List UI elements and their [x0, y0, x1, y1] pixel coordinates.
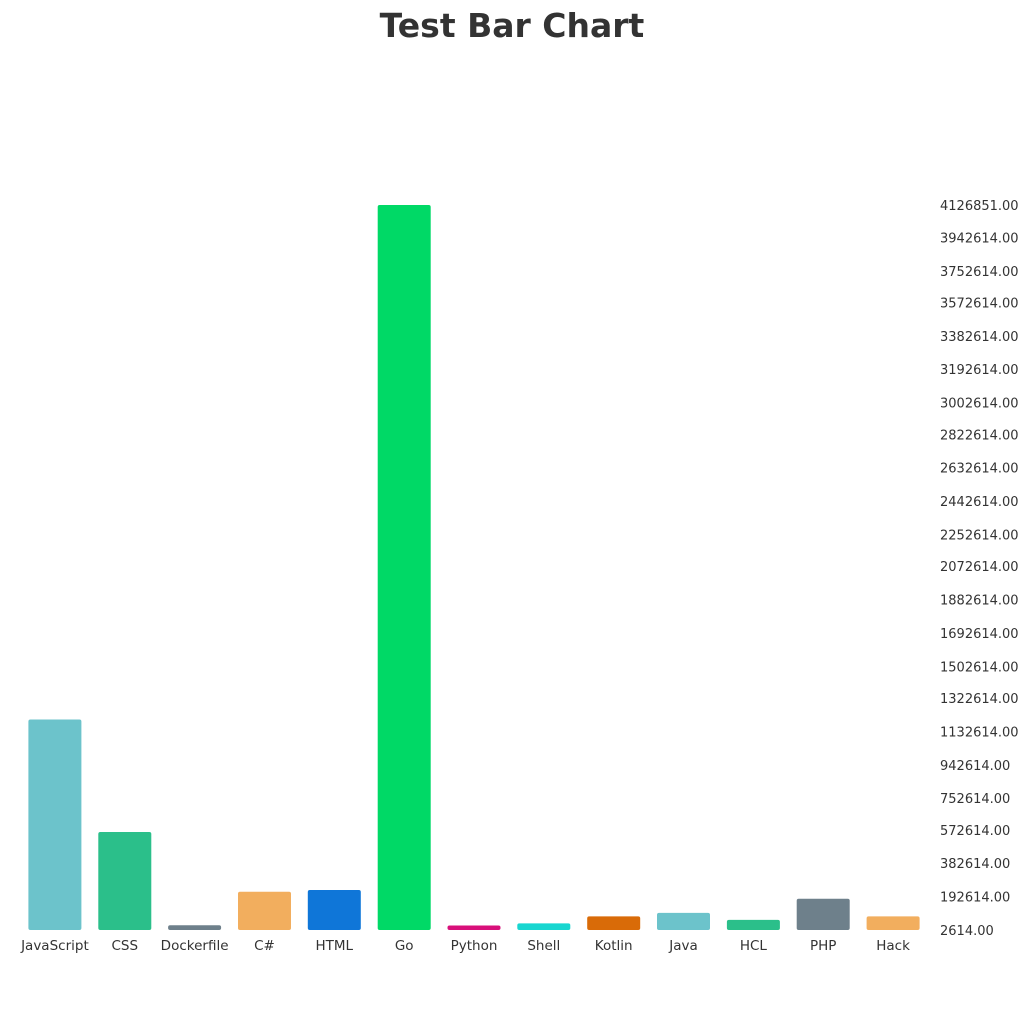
category-label: C# [254, 938, 275, 954]
category-label: Go [395, 938, 414, 954]
y-tick-label: 3752614.00 [940, 265, 1019, 280]
bar-c- [238, 891, 291, 930]
y-tick-label: 2822614.00 [940, 428, 1019, 443]
bar-html [307, 890, 361, 930]
y-tick-label: 2614.00 [940, 924, 994, 939]
bar-dockerfile [168, 925, 222, 930]
category-label: JavaScript [20, 938, 89, 954]
y-tick-label: 3382614.00 [940, 330, 1019, 345]
bar-css [98, 832, 152, 930]
category-label: Shell [527, 938, 560, 954]
y-tick-label: 942614.00 [940, 759, 1010, 774]
bar-hcl [726, 919, 780, 930]
y-tick-label: 2632614.00 [940, 462, 1019, 477]
category-label: Python [451, 938, 498, 954]
bar-javascript [28, 719, 82, 930]
bar-php [796, 898, 850, 930]
category-label: Kotlin [595, 938, 633, 954]
bar-hack [866, 916, 920, 930]
category-label: HTML [316, 938, 354, 954]
category-label: PHP [810, 938, 836, 954]
bar-go [377, 205, 431, 930]
chart-title: Test Bar Chart [379, 6, 645, 45]
category-label: CSS [112, 938, 139, 954]
y-tick-label: 2442614.00 [940, 495, 1019, 510]
category-label: Java [668, 938, 698, 954]
y-tick-label: 1322614.00 [940, 692, 1019, 707]
y-tick-label: 2072614.00 [940, 560, 1019, 575]
bars-group [28, 205, 920, 930]
bar-python [447, 925, 501, 930]
y-tick-label: 1692614.00 [940, 627, 1019, 642]
y-tick-label: 1132614.00 [940, 725, 1019, 740]
bar-kotlin [587, 916, 641, 930]
y-tick-label: 382614.00 [940, 857, 1010, 872]
category-label: HCL [740, 938, 768, 954]
y-axis-ticks: 4126851.00 3942614.00 3752614.00 3572614.00… [940, 199, 1019, 939]
y-tick-label: 1882614.00 [940, 594, 1019, 609]
y-tick-label: 2252614.00 [940, 529, 1019, 544]
y-tick-label: 3192614.00 [940, 363, 1019, 378]
y-tick-label: 3572614.00 [940, 296, 1019, 311]
y-tick-label: 1502614.00 [940, 660, 1019, 675]
y-tick-label: 192614.00 [940, 891, 1010, 906]
y-tick-label: 752614.00 [940, 792, 1010, 807]
bar-java [657, 912, 710, 930]
y-tick-label: 572614.00 [940, 824, 1010, 839]
y-tick-label: 3002614.00 [940, 397, 1019, 412]
category-label: Hack [876, 938, 910, 954]
category-labels: JavaScript CSS Dockerfile C# HTML Go Python She… [20, 938, 910, 954]
y-tick-label: 4126851.00 [940, 199, 1019, 214]
bar-shell [517, 923, 571, 930]
y-tick-label: 3942614.00 [940, 231, 1019, 246]
category-label: Dockerfile [161, 938, 229, 954]
